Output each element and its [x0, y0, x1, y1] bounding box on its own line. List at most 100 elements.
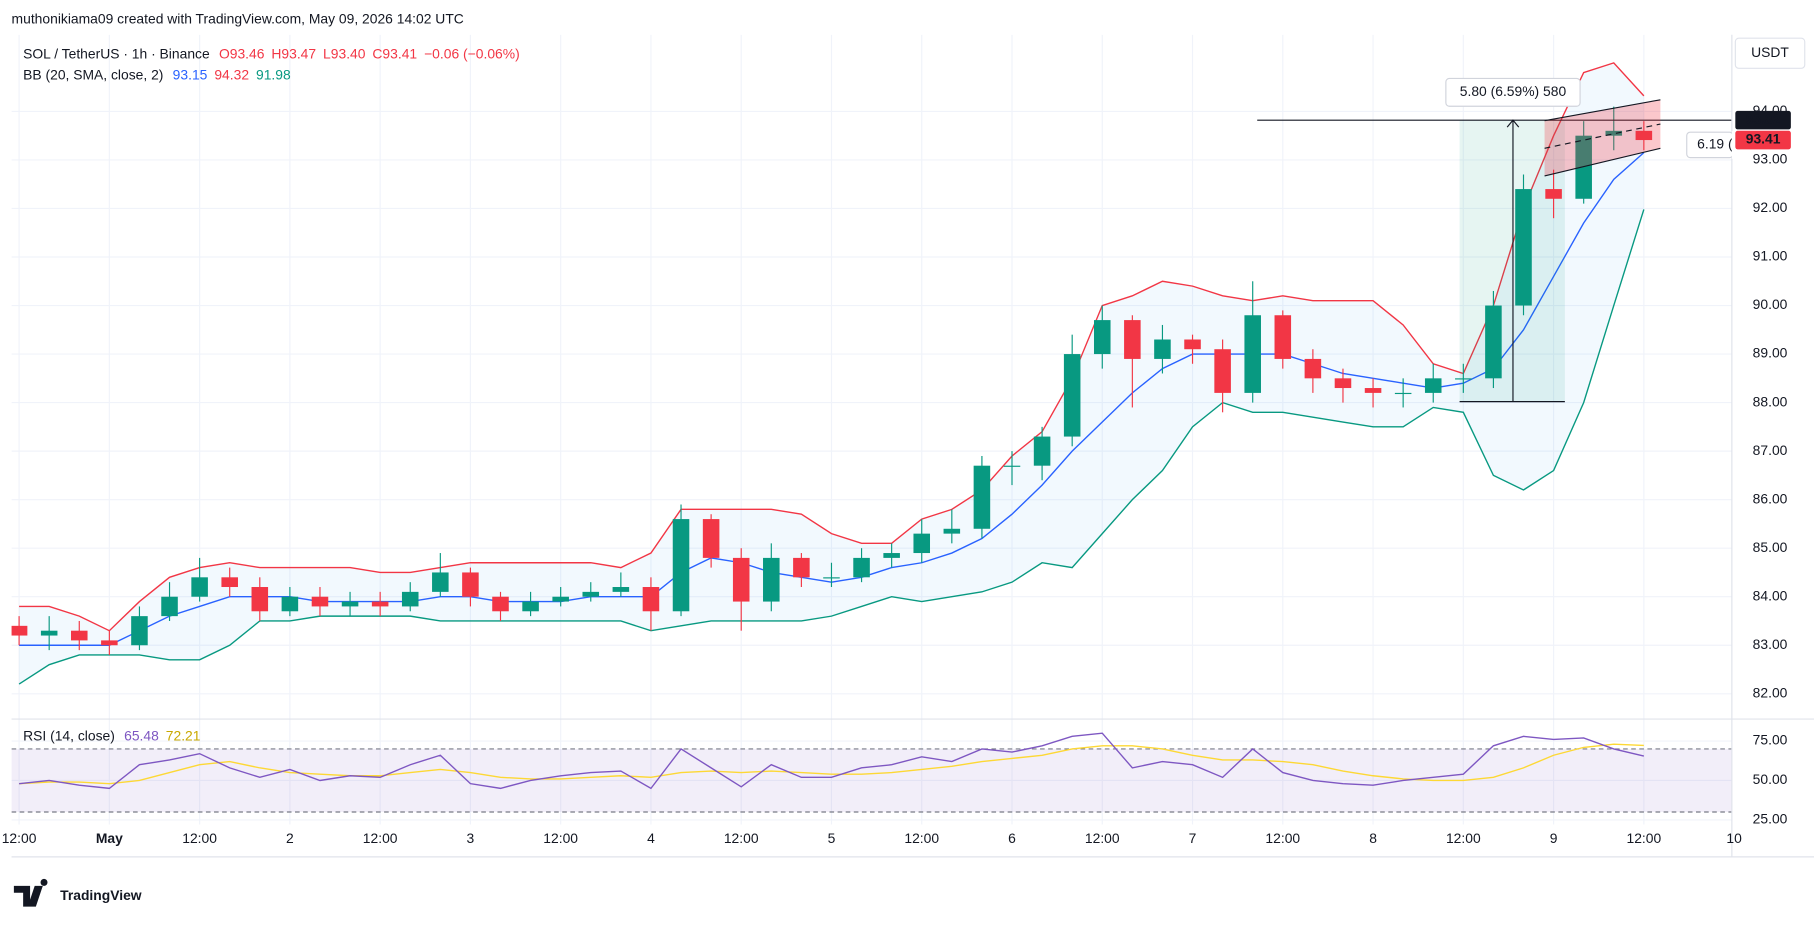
bb-lower-value: 91.98 — [256, 66, 291, 82]
candle-body — [1605, 130, 1623, 136]
candle-body — [11, 625, 28, 636]
measure-label-box — [1445, 77, 1581, 107]
price-axis-bg — [1731, 34, 1814, 846]
candle-body — [1575, 135, 1592, 199]
price-badge — [1735, 130, 1791, 150]
candle-body — [823, 577, 840, 579]
candle-body — [251, 587, 269, 612]
x-tick-label: May — [96, 830, 123, 846]
y-tick-label: 82.00 — [1753, 684, 1788, 700]
candle-body — [943, 528, 961, 534]
brand-logo: TradingView — [13, 878, 142, 907]
candle-body — [1455, 378, 1472, 380]
rsi-label: RSI (14, close) — [23, 727, 115, 743]
candle-body — [432, 572, 449, 592]
rsi-tick-label: 50.00 — [1753, 771, 1788, 787]
candle-body — [101, 640, 118, 646]
ohlc-low: L93.40 — [323, 45, 366, 61]
candle-body — [883, 553, 900, 558]
symbol: SOL / TetherUS · 1h · Binance — [23, 45, 210, 61]
bb-legend: BB (20, SMA, close, 2) 93.15 94.32 91.98 — [23, 66, 291, 82]
rsi-band — [11, 748, 1732, 813]
x-tick-label: 12:00 — [1265, 830, 1300, 846]
x-tick-label: 7 — [1189, 830, 1197, 846]
candle-body — [161, 596, 178, 617]
plot-area — [11, 34, 1732, 825]
rsi-tick-label: 25.00 — [1753, 811, 1788, 827]
rsi-value: 65.48 — [124, 727, 159, 743]
candle-body — [1635, 130, 1653, 141]
rsi-ma-value: 72.21 — [166, 727, 201, 743]
x-tick-label: 2 — [286, 830, 294, 846]
candle-body — [462, 572, 479, 597]
x-tick-label: 12:00 — [1446, 830, 1481, 846]
candle-body — [1093, 320, 1111, 355]
y-tick-label: 91.00 — [1753, 248, 1788, 264]
channel-mid — [1544, 123, 1661, 149]
measure-label: 5.80 (6.59%) 580 — [1460, 83, 1567, 99]
candle-body — [552, 596, 569, 602]
y-tick-label: 88.00 — [1753, 393, 1788, 409]
channel-upper — [1544, 99, 1661, 122]
candle-body — [341, 601, 359, 607]
candle-body — [612, 587, 630, 592]
x-tick-label: 12:00 — [543, 830, 578, 846]
channel-fill — [1544, 99, 1661, 176]
candle-body — [221, 577, 238, 588]
x-tick-label: 9 — [1550, 830, 1558, 846]
side-label-mask — [1731, 131, 1737, 159]
candle-body — [1154, 339, 1171, 359]
candle-body — [642, 587, 660, 612]
x-tick-label: 6 — [1008, 830, 1016, 846]
symbol-legend: SOL / TetherUS · 1h · Binance O93.46 H93.4… — [23, 45, 520, 61]
candle-body — [853, 557, 870, 578]
candle-body — [1334, 378, 1352, 389]
y-tick-label: 93.00 — [1753, 151, 1788, 167]
candle-body — [913, 533, 931, 554]
candle-body — [973, 465, 991, 529]
x-tick-label: 12:00 — [2, 830, 37, 846]
measure-area — [1459, 120, 1565, 402]
side-label: 6.19 ( — [1697, 136, 1733, 152]
x-tick-label: 10 — [1726, 830, 1742, 846]
currency-button[interactable] — [1734, 37, 1806, 69]
candle-body — [1364, 388, 1382, 393]
channel-lower — [1544, 147, 1661, 177]
candle-body — [763, 557, 780, 602]
x-tick-label: 12:00 — [904, 830, 939, 846]
price-badge-label: 93.82 — [1746, 111, 1781, 127]
x-tick-label: 12:00 — [363, 830, 398, 846]
rsi-legend: RSI (14, close) 65.48 72.21 — [23, 727, 201, 743]
candle-body — [1033, 436, 1051, 466]
y-tick-label: 89.00 — [1753, 345, 1788, 361]
currency[interactable]: USDT — [1751, 44, 1789, 60]
ohlc-close: C93.41 — [372, 45, 417, 61]
x-tick-label: 12:00 — [724, 830, 759, 846]
candle-body — [1304, 358, 1322, 379]
candle-body — [1545, 189, 1562, 199]
y-tick-label: 83.00 — [1753, 636, 1788, 652]
candle-body — [371, 601, 389, 607]
candle-body — [1424, 378, 1442, 393]
candle-body — [131, 616, 148, 646]
candle-body — [492, 596, 509, 612]
rsi-tick-label: 75.00 — [1753, 732, 1788, 748]
candle-body — [1124, 320, 1141, 359]
candle-body — [1244, 315, 1261, 393]
candle-body — [1394, 392, 1412, 395]
price-badge-label: 93.41 — [1746, 131, 1781, 147]
rsi-line — [19, 732, 1645, 790]
x-tick-label: 12:00 — [1626, 830, 1661, 846]
candle-body — [1214, 349, 1231, 393]
candle-body — [1184, 339, 1201, 350]
y-tick-label: 87.00 — [1753, 442, 1788, 458]
candle-body — [672, 519, 690, 612]
candle-body — [401, 591, 419, 607]
candle-body — [1003, 465, 1021, 467]
candle-body — [311, 596, 329, 607]
bb-upper — [19, 62, 1645, 632]
candle-body — [1063, 354, 1081, 437]
bb-label: BB (20, SMA, close, 2) — [23, 66, 163, 82]
